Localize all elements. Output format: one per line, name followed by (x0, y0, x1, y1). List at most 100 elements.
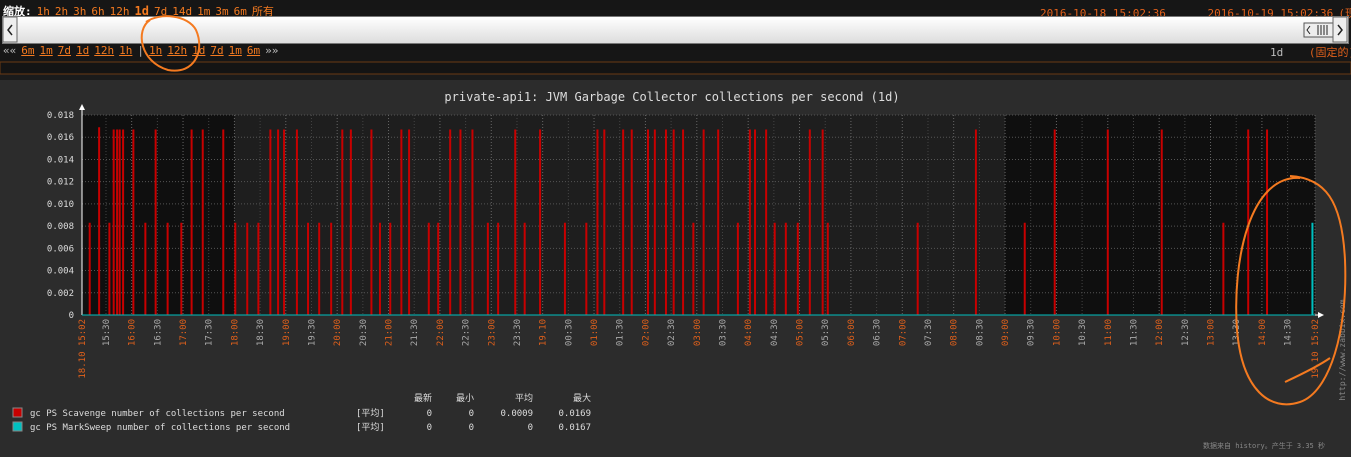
legend-header: 最大 (573, 392, 591, 404)
x-tick-label: 04:30 (770, 319, 780, 346)
nav-row: «« 6m 1m 7d 1d 12h 1h | 1h 12h 1d 7d 1m 6m»» (3, 44, 283, 57)
header: 缩放: 1h 2h 3h 6h 12h 1d 7d 14d 1m 3m 6m 所有 2016-10-18… (0, 0, 1351, 62)
x-tick-label: 06:00 (847, 319, 857, 346)
x-tick-label: 14:00 (1258, 319, 1268, 346)
x-tick-label: 19.10 15:02 (1311, 319, 1321, 379)
zoom-link[interactable]: 3m (215, 5, 229, 18)
x-tick-label: 01:30 (616, 319, 626, 346)
zoom-row: 缩放: 1h 2h 3h 6h 12h 1d 7d 14d 1m 3m 6m 所有 (3, 3, 279, 19)
nav-link[interactable]: 12h (94, 44, 115, 57)
x-tick-label: 21:00 (385, 319, 395, 346)
scroll-icons (3, 17, 1348, 43)
x-tick-label: 06:30 (873, 319, 883, 346)
y-tick-label: 0.006 (47, 244, 74, 254)
nav-link[interactable]: 1d (76, 44, 90, 57)
legend-stat: 0 (469, 423, 474, 433)
y-tick-label: 0 (69, 311, 74, 321)
zoom-link[interactable]: 14d (172, 5, 193, 18)
separator: | (137, 44, 144, 57)
zoom-link[interactable]: 7d (153, 5, 168, 18)
x-tick-label: 09:00 (1001, 319, 1011, 346)
nav-link[interactable]: 6m (246, 44, 261, 57)
x-tick-label: 19:00 (282, 319, 292, 346)
y-tick-label: 0.004 (47, 267, 74, 277)
x-tick-label: 00:30 (564, 319, 574, 346)
scrollbar[interactable] (2, 16, 1349, 44)
nav-link[interactable]: 12h (167, 44, 188, 57)
x-tick-label: 03:30 (718, 319, 728, 346)
x-tick-label: 02:30 (667, 319, 677, 346)
legend-swatch (12, 407, 23, 418)
x-arrow (1318, 312, 1324, 318)
x-tick-label: 12:00 (1155, 319, 1165, 346)
legend-stat: 0.0009 (500, 409, 533, 419)
x-tick-label: 22:30 (462, 319, 472, 346)
legend-stat: 0 (469, 409, 474, 419)
y-tick-label: 0.012 (47, 178, 74, 188)
x-tick-label: 09:30 (1027, 319, 1037, 346)
zoom-link[interactable]: 6m (233, 5, 247, 18)
x-tick-label: 20:30 (359, 319, 369, 346)
legend-stat: 0 (528, 423, 533, 433)
zoom-link[interactable]: 2h (54, 5, 69, 18)
legend-stat: 0.0169 (558, 409, 591, 419)
zoom-link[interactable]: 6h (91, 5, 105, 18)
period: 1d (1270, 46, 1284, 59)
zoom-link[interactable]: 所有 (251, 5, 274, 18)
credit: http://www.zabbix.com (1338, 299, 1347, 400)
nav-back[interactable]: «« (3, 44, 17, 57)
legend-header: 平均 (515, 392, 533, 404)
legend-func: [平均] (356, 407, 385, 419)
legend-name: gc PS Scavenge number of collections per… (30, 409, 285, 419)
x-tick-label: 22:00 (436, 319, 446, 346)
x-tick-label: 05:30 (821, 319, 831, 346)
legend-stat: 0.0167 (558, 423, 591, 433)
nav-link[interactable]: 1h (149, 44, 163, 57)
nav-link[interactable]: 1m (39, 44, 53, 57)
y-tick-label: 0.016 (47, 133, 74, 143)
x-tick-label: 14:30 (1284, 319, 1294, 346)
zoom-link[interactable]: 3h (73, 5, 87, 18)
x-tick-label: 05:00 (796, 319, 806, 346)
legend-stat: 0 (427, 423, 432, 433)
x-tick-label: 17:00 (179, 319, 189, 346)
x-tick-label: 10:00 (1052, 319, 1062, 346)
x-tick-label: 08:00 (950, 319, 960, 346)
fixed[interactable]: (固定的) (1308, 46, 1351, 59)
nav-link[interactable]: 7d (57, 44, 71, 57)
x-tick-label: 11:30 (1129, 319, 1139, 346)
nav-link[interactable]: 6m (21, 44, 35, 57)
legend-stat: 0 (427, 409, 432, 419)
x-tick-label: 16:00 (128, 319, 138, 346)
x-tick-label: 15:30 (102, 319, 112, 346)
zoom-link[interactable]: 1h (36, 5, 50, 18)
x-tick-label: 07:00 (898, 319, 908, 346)
nav-forward[interactable]: »» (265, 44, 279, 57)
nav-link[interactable]: 1h (119, 44, 133, 57)
working-time (82, 115, 235, 315)
x-tick-label: 19:30 (307, 319, 317, 346)
nav-link[interactable]: 1m (228, 44, 242, 57)
y-tick-label: 0.014 (47, 155, 74, 165)
y-tick-label: 0.008 (47, 222, 74, 232)
plot: 0 0.002 0.004 0.006 0.008 0.010 0.012 0.014 0.01… (12, 104, 1324, 433)
chart-title: private-api1: JVM Garbage Collector coll… (444, 90, 899, 104)
y-tick-label: 0.010 (47, 200, 74, 210)
period-row: 1d (固定的) (1270, 44, 1351, 60)
x-tick-label: 19.10 (539, 319, 549, 346)
zoom-link[interactable]: 1m (197, 5, 211, 18)
x-tick-label: 12:30 (1181, 319, 1191, 346)
zoom-link[interactable]: 12h (109, 5, 130, 18)
x-tick-label: 21:30 (410, 319, 420, 346)
legend-name: gc PS MarkSweep number of collections pe… (30, 423, 290, 433)
x-tick-label: 07:30 (924, 319, 934, 346)
nav-link[interactable]: 7d (210, 44, 224, 57)
zoom-label: 缩放: (3, 5, 32, 18)
divider (0, 61, 1351, 75)
x-tick-label: 02:00 (641, 319, 651, 346)
x-tick-label: 03:00 (693, 319, 703, 346)
x-tick-label: 18:00 (230, 319, 240, 346)
working-time (1005, 115, 1315, 315)
zoom-link[interactable]: 1d (134, 4, 149, 18)
